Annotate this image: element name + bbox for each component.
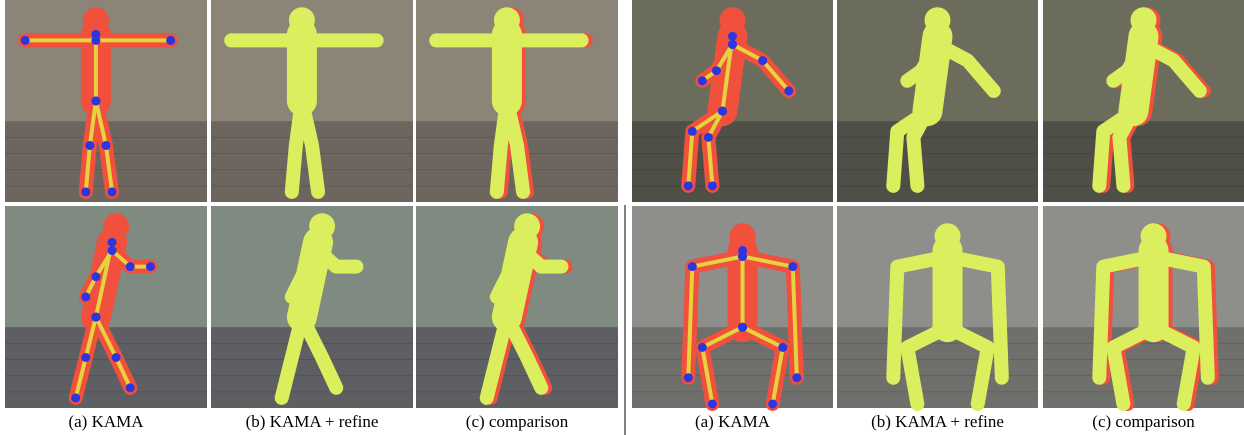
body-head <box>494 7 520 33</box>
skeleton-joint <box>788 262 797 271</box>
skeleton-joint <box>688 127 697 136</box>
body-head <box>289 7 315 33</box>
skeleton-joint <box>684 181 693 190</box>
skeleton-joint <box>738 323 747 332</box>
skeleton-joint <box>102 141 111 150</box>
skeleton-joint <box>758 56 767 65</box>
skeleton-joint <box>126 262 135 271</box>
skeleton-joint <box>708 181 717 190</box>
skeleton-joint <box>704 133 713 142</box>
figure: (a) KAMA (b) KAMA + refine (c) comparison (… <box>0 0 1244 435</box>
skeleton-joint <box>108 187 117 196</box>
result-image <box>416 206 618 408</box>
result-image <box>5 0 207 202</box>
skeleton-joint <box>166 36 175 45</box>
result-image <box>211 206 413 408</box>
skeleton-joint <box>708 399 717 408</box>
skeleton-joint <box>85 141 94 150</box>
skeleton-joint <box>108 246 117 255</box>
body-head <box>309 213 335 239</box>
skeleton-joint <box>684 373 693 382</box>
caption: (b) KAMA + refine <box>246 412 379 431</box>
skeleton-joint <box>71 393 80 402</box>
skeleton-joint <box>778 343 787 352</box>
body-head <box>1141 223 1167 249</box>
result-image <box>632 206 833 408</box>
skeleton-joint <box>91 313 100 322</box>
caption: (a) KAMA <box>695 412 771 431</box>
result-image <box>1043 206 1244 408</box>
image-ground <box>1043 121 1244 202</box>
skeleton-joint <box>698 76 707 85</box>
caption: (a) KAMA <box>68 412 144 431</box>
skeleton-joint <box>768 399 777 408</box>
image-ground <box>837 121 1038 202</box>
skeleton-joint <box>688 262 697 271</box>
skeleton-joint <box>91 36 100 45</box>
skeleton-joint <box>21 36 30 45</box>
body-head <box>1131 7 1157 33</box>
skeleton-joint <box>126 383 135 392</box>
skeleton-joint <box>728 32 737 41</box>
skeleton-joint <box>718 107 727 116</box>
skeleton-joint <box>91 272 100 281</box>
body-head <box>514 213 540 239</box>
skeleton-joint <box>784 86 793 95</box>
body-head <box>925 7 951 33</box>
result-image <box>211 0 413 202</box>
result-image <box>1043 0 1244 202</box>
skeleton-joint <box>146 262 155 271</box>
result-image <box>632 0 833 202</box>
body-head <box>730 223 756 249</box>
skeleton-joint <box>712 66 721 75</box>
skeleton-joint <box>81 292 90 301</box>
result-image <box>837 0 1038 202</box>
caption: (b) KAMA + refine <box>871 412 1004 431</box>
skeleton-joint <box>81 353 90 362</box>
skeleton-joint <box>91 97 100 106</box>
image-ground <box>632 121 833 202</box>
skeleton-joint <box>792 373 801 382</box>
body-head <box>103 213 129 239</box>
result-image <box>5 206 207 408</box>
skeleton-joint <box>108 238 117 247</box>
body-head <box>720 7 746 33</box>
result-image <box>837 206 1038 408</box>
body-head <box>83 7 109 33</box>
caption: (c) comparison <box>1092 412 1195 431</box>
skeleton-joint <box>728 40 737 49</box>
result-image <box>416 0 618 202</box>
skeleton-joint <box>81 187 90 196</box>
skeleton-joint <box>738 252 747 261</box>
skeleton-joint <box>698 343 707 352</box>
body-head <box>935 223 961 249</box>
skeleton-joint <box>112 353 121 362</box>
caption: (c) comparison <box>466 412 569 431</box>
